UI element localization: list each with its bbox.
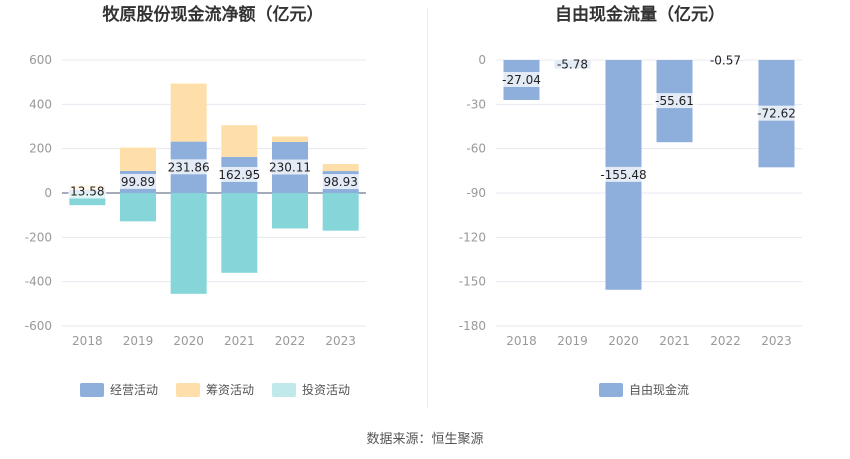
left-x-tick-label: 2021	[224, 334, 255, 348]
left-data-label-bg	[119, 173, 157, 189]
left-bar-investing-2023	[322, 193, 359, 231]
right-data-label-bg	[498, 71, 545, 87]
left-data-label-bg	[68, 183, 107, 199]
right-data-label-bg	[597, 166, 650, 182]
left-legend-label[interactable]: 筹资活动	[206, 383, 254, 397]
left-bar-financing-2020	[170, 83, 207, 142]
left-y-tick-label: -400	[25, 275, 52, 289]
left-legend-swatch	[80, 383, 104, 397]
left-bar-financing-2022	[272, 136, 308, 142]
data-source-note: 数据来源：恒生聚源	[366, 432, 484, 447]
right-y-tick-label: -120	[459, 230, 486, 244]
left-y-tick-label: 200	[29, 142, 52, 156]
left-bar-financing-2021	[221, 125, 258, 157]
left-bar-financing-2019	[120, 147, 156, 171]
right-x-tick-label: 2023	[761, 334, 792, 348]
left-bar-financing-2023	[322, 163, 359, 172]
left-chart-legend: 经营活动 筹资活动 投资活动	[80, 382, 350, 397]
right-data-label: -55.61	[655, 94, 694, 108]
left-data-label: 162.95	[218, 168, 260, 182]
left-data-label: 98.93	[323, 175, 357, 189]
left-x-tick-label: 2020	[173, 334, 204, 348]
left-data-label: 231.86	[168, 160, 210, 174]
left-bar-investing-2019	[120, 193, 156, 222]
right-chart-legend: 自由现金流	[599, 382, 689, 397]
left-x-tick-label: 2019	[123, 334, 154, 348]
right-data-label: -5.78	[557, 57, 588, 71]
left-y-tick-label: -600	[25, 319, 52, 333]
right-y-tick-label: -180	[459, 319, 486, 333]
left-legend-swatch	[272, 383, 296, 397]
right-y-tick-label: -30	[466, 97, 486, 111]
right-legend-swatch	[599, 383, 623, 397]
left-bar-investing-2021	[221, 193, 258, 273]
right-chart-plot: 0 -30 -60 -90 -120 -150 -180 2018 2019 2020 2021 20…	[459, 52, 802, 348]
left-x-tick-label: 2023	[325, 334, 356, 348]
left-y-tick-label: 0	[44, 186, 52, 200]
right-x-tick-label: 2020	[608, 334, 639, 348]
right-data-label: -155.48	[600, 168, 646, 182]
right-data-label: -72.62	[757, 107, 796, 121]
right-data-label: -27.04	[502, 73, 541, 87]
left-data-label-bg	[216, 166, 262, 182]
left-data-label-bg	[267, 159, 313, 175]
left-data-label: 230.11	[269, 160, 311, 174]
right-x-tick-label: 2021	[659, 334, 690, 348]
left-y-tick-label: 600	[29, 53, 52, 67]
left-y-tick-label: -200	[25, 230, 52, 244]
left-y-tick-label: 400	[29, 97, 52, 111]
right-y-tick-label: -90	[466, 186, 486, 200]
right-x-tick-label: 2022	[710, 334, 741, 348]
right-y-tick-label: -60	[466, 142, 486, 156]
left-data-label: 13.58	[70, 184, 104, 198]
right-data-label-bg	[553, 56, 592, 72]
right-data-label-bg	[753, 105, 800, 121]
left-bar-investing-2020	[170, 193, 207, 294]
left-legend-label[interactable]: 投资活动	[302, 382, 350, 397]
left-chart-plot: 600 400 200 0 -200 -400 -600 2018 2019 2020 2021 20…	[25, 53, 366, 348]
right-y-tick-label: -150	[459, 275, 486, 289]
left-legend-label[interactable]: 经营活动	[110, 383, 158, 397]
right-y-tick-label: 0	[478, 53, 486, 67]
right-chart-title: 自由现金流量（亿元）	[555, 4, 725, 25]
right-x-tick-label: 2019	[557, 334, 588, 348]
left-legend-swatch	[176, 383, 200, 397]
right-data-label: -0.57	[710, 53, 741, 67]
right-data-label-bg	[706, 52, 745, 68]
left-data-label-bg	[321, 174, 360, 190]
chart-divider	[427, 8, 428, 408]
left-data-label-bg	[166, 159, 212, 175]
left-data-label: 99.89	[121, 175, 155, 189]
right-legend-label[interactable]: 自由现金流	[629, 382, 689, 397]
left-chart-title: 牧原股份现金流净额（亿元）	[103, 4, 324, 25]
left-x-tick-label: 2022	[275, 334, 306, 348]
right-x-tick-label: 2018	[506, 334, 537, 348]
right-data-label-bg	[651, 93, 698, 109]
left-x-tick-label: 2018	[72, 334, 103, 348]
left-bar-investing-2022	[272, 193, 308, 229]
